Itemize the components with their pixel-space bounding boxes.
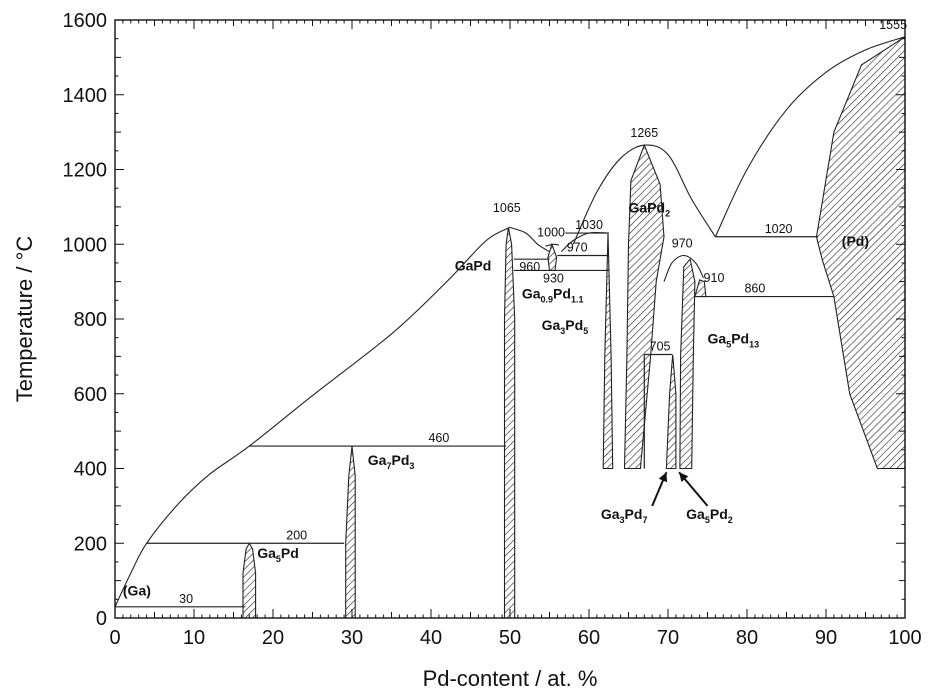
boundary-curve-ga5pd2-dome [663, 254, 704, 282]
x-tick-label: 20 [262, 627, 284, 649]
x-tick-label: 80 [736, 627, 758, 649]
region-ga09pd11 [547, 242, 558, 271]
hatched-phase-regions [242, 35, 906, 619]
phase-label-ga5pd2: Ga5Pd2 [686, 506, 733, 525]
maximum-label-1555: 1555 [879, 18, 907, 32]
phase-label-ga7pd3: Ga7Pd3 [368, 452, 415, 471]
invariant-label-1030: 1030 [575, 218, 603, 232]
phase-label-gapd2: GaPd2 [629, 199, 671, 218]
y-tick-label: 600 [74, 384, 107, 406]
phase-label-ga5pd13: Ga5Pd13 [708, 330, 760, 349]
phase-label-ga: (Ga) [123, 583, 151, 599]
phase-label-gapd: GaPd [455, 257, 492, 273]
x-tick-label: 10 [183, 627, 205, 649]
phase-label-ga5pd: Ga5Pd [257, 545, 299, 564]
phase-boundary-lines [114, 36, 906, 608]
x-axis-title: Pd-content / at. % [423, 666, 598, 691]
region-ga3pd5 [602, 232, 614, 470]
region-pd [815, 35, 906, 470]
x-tick-label: 90 [815, 627, 837, 649]
axis-ticks [114, 19, 906, 619]
invariant-label-705: 705 [650, 340, 671, 354]
liquidus-curve-5 [572, 144, 716, 245]
region-gapd [503, 227, 516, 619]
y-axis-title: Temperature / °C [12, 236, 37, 403]
arrow-ga5pd2-head [679, 472, 689, 483]
invariant-label-30: 30 [179, 592, 193, 606]
invariant-label-460: 460 [428, 431, 449, 445]
x-tick-label: 70 [657, 627, 679, 649]
invariant-label-860: 860 [744, 282, 765, 296]
invariant-label-1020: 1020 [765, 222, 793, 236]
y-tick-label: 200 [74, 533, 107, 555]
y-tick-label: 400 [74, 459, 107, 481]
tick-labels: 0 10 20 30 40 50 60 70 80 90 100020040060080010001… [63, 10, 922, 649]
liquidus-curve-3 [545, 243, 560, 247]
region-ga5pd2 [679, 257, 696, 470]
liquidus-curve-6 [714, 36, 906, 238]
liquidus-curve-2 [509, 226, 550, 253]
maximum-label-1000: 1000 [537, 225, 565, 239]
phase-label-ga3pd5: Ga3Pd5 [542, 317, 589, 336]
invariant-label-970: 970 [567, 240, 588, 254]
x-tick-label: 60 [578, 627, 600, 649]
liquidus-curve-1 [114, 226, 511, 608]
maximum-label-1065: 1065 [493, 201, 521, 215]
x-tick-label: 100 [888, 627, 921, 649]
x-tick-label: 30 [341, 627, 363, 649]
y-tick-label: 1200 [63, 160, 108, 182]
x-tick-label: 40 [420, 627, 442, 649]
y-tick-label: 0 [96, 608, 107, 630]
region-ga5pd [242, 542, 257, 619]
invariant-label-960: 960 [519, 260, 540, 274]
invariant-label-200: 200 [286, 528, 307, 542]
arrow-ga3pd7-head [658, 472, 668, 483]
y-tick-label: 1600 [63, 10, 108, 32]
x-tick-label: 50 [499, 627, 521, 649]
phase-label-pd: (Pd) [842, 233, 869, 249]
y-tick-label: 1000 [63, 234, 108, 256]
y-tick-label: 1400 [63, 85, 108, 107]
phase-label-ga3pd7: Ga3Pd7 [601, 506, 648, 525]
maximum-label-910: 910 [704, 271, 725, 285]
maximum-label-1265: 1265 [630, 126, 658, 140]
x-tick-label: 0 [109, 627, 120, 649]
y-tick-label: 800 [74, 309, 107, 331]
region-ga3pd7 [665, 354, 677, 470]
invariant-label-930: 930 [543, 271, 564, 285]
region-gapd2 [623, 143, 665, 470]
maximum-label-970: 970 [672, 236, 693, 250]
region-ga7pd3 [345, 446, 356, 619]
phase-label-ga09pd11: Ga0.9Pd1.1 [522, 285, 584, 304]
